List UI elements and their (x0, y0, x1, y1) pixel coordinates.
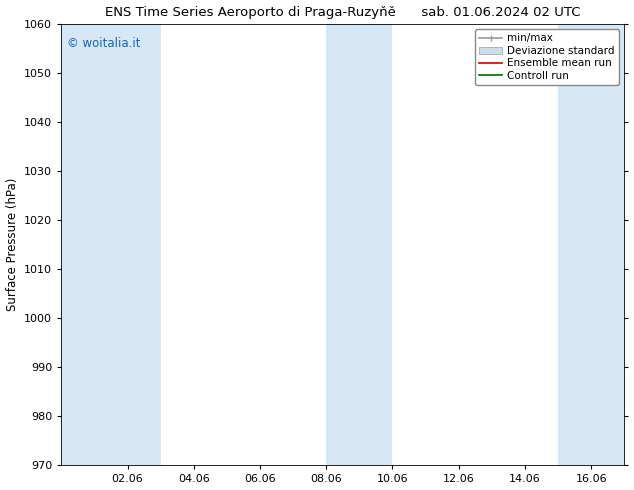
Y-axis label: Surface Pressure (hPa): Surface Pressure (hPa) (6, 178, 18, 311)
Title: ENS Time Series Aeroporto di Praga-Ruzyňě      sab. 01.06.2024 02 UTC: ENS Time Series Aeroporto di Praga-Ruzyň… (105, 5, 581, 19)
Text: © woitalia.it: © woitalia.it (67, 37, 140, 50)
Bar (558, 24, 624, 465)
Legend: min/max, Deviazione standard, Ensemble mean run, Controll run: min/max, Deviazione standard, Ensemble m… (475, 29, 619, 85)
Bar (61, 24, 94, 465)
Bar (94, 24, 160, 465)
Bar (327, 24, 392, 465)
